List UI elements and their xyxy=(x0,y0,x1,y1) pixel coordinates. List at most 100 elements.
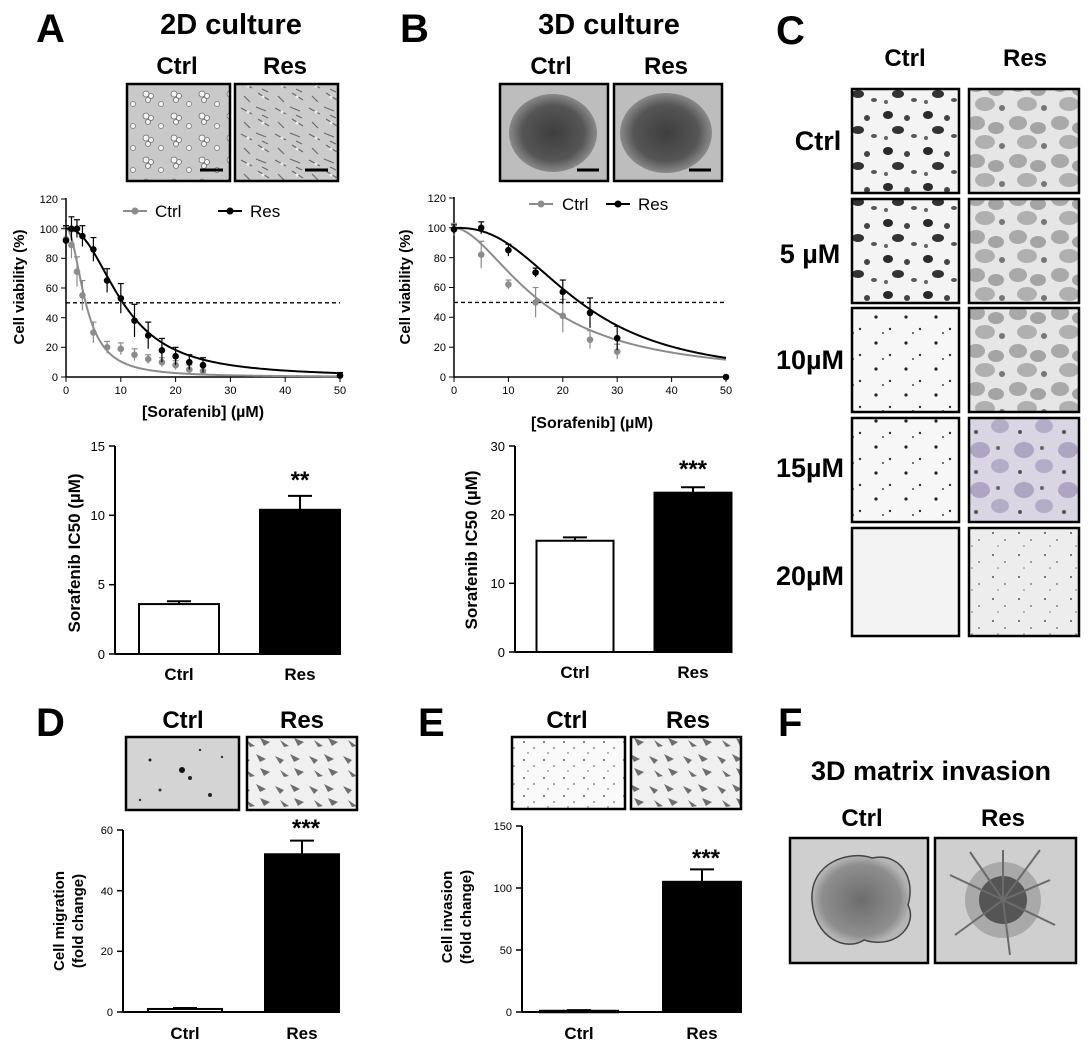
a-bar-cat-res: Res xyxy=(284,665,315,684)
panel-f-img-label-res: Res xyxy=(981,805,1025,832)
data-point-res xyxy=(477,224,485,232)
b-bar-ytick: 10 xyxy=(491,576,505,591)
panel-b-dose-response-plot xyxy=(450,221,730,381)
b-ytick: 80 xyxy=(434,253,446,265)
panel-a-dose-response-plot xyxy=(62,216,344,379)
data-point-ctrl xyxy=(172,361,179,369)
legend-marker-res xyxy=(226,207,234,215)
data-point-res xyxy=(144,332,152,339)
panel-b-img-label-ctrl: Ctrl xyxy=(530,53,571,80)
data-point-ctrl xyxy=(586,336,594,344)
b-xtick: 40 xyxy=(665,385,677,397)
a-bar-significance: ** xyxy=(291,467,310,494)
data-point-res xyxy=(172,352,179,360)
data-point-ctrl xyxy=(532,299,539,306)
a-ytick: 120 xyxy=(40,194,58,206)
data-point-ctrl xyxy=(505,281,512,288)
a-xtick: 10 xyxy=(115,385,127,397)
panel-a-ic50-bars xyxy=(138,494,341,656)
data-point-ctrl xyxy=(477,251,485,258)
panel-b-bar-ylabel: Sorafenib IC50 (µM) xyxy=(462,470,481,629)
data-point-ctrl xyxy=(90,329,97,336)
d-bar-ytick: 20 xyxy=(101,946,113,958)
panel-e-letter: E xyxy=(418,701,445,745)
a-ytick: 20 xyxy=(46,342,58,354)
data-point-ctrl xyxy=(613,348,621,355)
b-xtick: 20 xyxy=(557,385,569,397)
data-point-res xyxy=(73,225,81,232)
d-bar-significance: *** xyxy=(292,815,321,842)
panel-c-row-label: 15µM xyxy=(776,453,844,483)
colony-well-15um-res xyxy=(967,416,1081,524)
a-ytick: 100 xyxy=(40,224,58,236)
colony-well-15um-ctrl xyxy=(850,416,961,524)
panel-a-legend-ctrl: Ctrl xyxy=(155,202,181,221)
colony-well-5um-res xyxy=(967,197,1081,305)
b-ytick: 60 xyxy=(434,282,446,294)
panel-c: C Ctrl Res Ctrl 5 µM 10µM 15µM 20µM xyxy=(776,9,1081,638)
panel-a-curve-axes: 0 20 40 60 80 100 120 0 10 20 30 40 50 C… xyxy=(11,194,346,421)
colony-well-20um-res xyxy=(967,526,1081,638)
bar-res xyxy=(259,508,341,655)
panel-e-transwell-ctrl xyxy=(510,735,627,811)
bar-res xyxy=(653,491,733,653)
data-point-ctrl xyxy=(144,355,152,363)
data-point-ctrl xyxy=(103,344,111,351)
a-xtick: 0 xyxy=(63,385,69,397)
fit-curve-ctrl xyxy=(453,226,727,361)
data-point-ctrl xyxy=(68,241,75,249)
data-point-res xyxy=(68,225,75,232)
panel-c-col-res: Res xyxy=(1003,45,1047,72)
a-ytick: 60 xyxy=(46,283,58,295)
d-bar-cat-res: Res xyxy=(286,1024,317,1043)
data-point-ctrl xyxy=(79,292,86,299)
e-bar-cat-res: Res xyxy=(686,1024,717,1043)
b-bar-cat-res: Res xyxy=(677,663,708,682)
a-bar-ytick: 10 xyxy=(91,508,105,523)
panel-d-img-label-res: Res xyxy=(280,707,324,734)
panel-e-bar-axes: 0 50 100 150 Cell invasion (fold change)… xyxy=(439,821,735,1043)
panel-c-col-ctrl: Ctrl xyxy=(884,45,925,72)
data-point-res xyxy=(336,372,344,379)
data-point-res xyxy=(90,246,97,253)
data-point-ctrl xyxy=(186,366,193,373)
panel-a-legend-res: Res xyxy=(250,202,280,221)
panel-b-curve-axes: 0 20 40 60 80 100 120 0 10 20 30 40 50 C… xyxy=(397,193,732,432)
panel-a-micrograph-res xyxy=(233,82,340,183)
b-xtick: 0 xyxy=(451,385,457,397)
a-ytick: 0 xyxy=(52,372,58,384)
panel-a-img-label-res: Res xyxy=(263,53,307,80)
data-point-res xyxy=(532,269,539,276)
a-ytick: 80 xyxy=(46,253,58,265)
panel-b-title: 3D culture xyxy=(538,9,680,41)
panel-d-bar-ylabel-1: Cell migration xyxy=(51,871,68,971)
panel-b-img-label-res: Res xyxy=(644,53,688,80)
panel-b-spheroid-ctrl xyxy=(498,82,610,183)
b-bar-ytick: 30 xyxy=(491,439,505,454)
panel-b-curve-xlabel: [Sorafenib] (µM) xyxy=(531,415,653,432)
panel-f-title: 3D matrix invasion xyxy=(811,756,1051,786)
colony-well-5um-ctrl xyxy=(850,197,961,305)
e-bar-ytick: 150 xyxy=(494,821,512,833)
data-point-res xyxy=(117,295,125,302)
bar-ctrl xyxy=(138,603,220,656)
bar-res xyxy=(264,853,340,1013)
data-point-res xyxy=(505,246,512,254)
b-xtick: 10 xyxy=(502,385,514,397)
data-point-res xyxy=(586,309,594,317)
e-bar-ytick: 0 xyxy=(506,1007,512,1019)
colony-well-20um-ctrl xyxy=(850,526,961,638)
data-point-ctrl xyxy=(117,345,125,353)
panel-b-legend-ctrl: Ctrl xyxy=(562,195,588,214)
panel-a-img-label-ctrl: Ctrl xyxy=(156,53,197,80)
panel-d-letter: D xyxy=(36,701,65,745)
panel-c-row-label: Ctrl xyxy=(795,126,842,156)
d-bar-cat-ctrl: Ctrl xyxy=(170,1024,199,1043)
data-point-res xyxy=(79,232,86,240)
data-point-ctrl xyxy=(158,358,166,366)
panel-f-letter: F xyxy=(778,701,802,745)
d-bar-ytick: 40 xyxy=(101,886,113,898)
data-point-ctrl xyxy=(73,268,81,275)
panel-d-img-label-ctrl: Ctrl xyxy=(162,707,203,734)
b-ytick: 120 xyxy=(428,193,446,205)
